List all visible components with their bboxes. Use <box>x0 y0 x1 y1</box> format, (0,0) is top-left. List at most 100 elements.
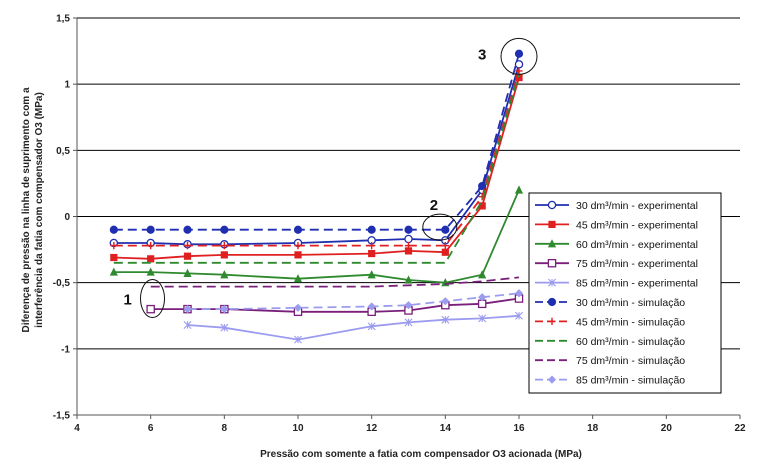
series-line <box>150 276 520 288</box>
data-point <box>441 315 450 324</box>
data-point <box>110 242 118 250</box>
data-point <box>478 270 487 279</box>
data-point <box>441 297 450 306</box>
data-point <box>146 267 155 276</box>
data-point <box>294 251 302 259</box>
y-tick-label: 0 <box>64 212 70 223</box>
series-7 <box>110 67 523 250</box>
data-point <box>220 270 229 279</box>
x-tick-label: 18 <box>587 423 599 434</box>
legend-item-5: 85 dm³/min - experimental <box>535 278 698 290</box>
data-point <box>109 225 118 234</box>
data-point <box>109 267 118 276</box>
data-point <box>367 322 376 331</box>
data-point <box>293 303 303 312</box>
data-point <box>110 253 118 262</box>
series-line <box>113 64 520 246</box>
legend-item-1: 30 dm³/min - experimental <box>535 200 698 212</box>
data-point <box>404 247 413 255</box>
data-point <box>515 311 523 320</box>
data-point <box>368 249 376 258</box>
legend-label: 75 dm³/min - simulação <box>576 355 685 367</box>
data-point <box>220 305 229 314</box>
data-point <box>183 321 192 330</box>
axes: -1,5-1-0,500,511,54 6 8 10 12 14 16 18 20 22 <box>53 14 746 435</box>
y-tick-label: -1,5 <box>53 411 71 422</box>
x-axis-label: Pressão com somente a fatia com compensa… <box>260 449 582 460</box>
data-point <box>404 242 413 250</box>
data-point <box>183 225 192 234</box>
data-point <box>220 225 229 234</box>
data-point <box>478 181 487 191</box>
series-5 <box>183 311 523 344</box>
data-point <box>183 242 192 250</box>
x-tick-label: 12 <box>366 423 378 434</box>
data-point <box>146 304 155 314</box>
legend-item-8: 60 dm³/min - simulação <box>535 336 685 348</box>
data-point <box>367 225 376 234</box>
legend-item-4: 75 dm³/min - experimental <box>535 258 698 270</box>
legend-label: 45 dm³/min - simulação <box>576 316 685 328</box>
data-point <box>147 255 155 263</box>
series-6 <box>109 49 524 234</box>
data-point <box>220 242 228 250</box>
legend-label: 75 dm³/min - experimental <box>576 258 698 270</box>
data-point <box>515 73 523 82</box>
legend-label: 60 dm³/min - simulação <box>576 336 685 348</box>
data-point <box>441 242 449 250</box>
data-point <box>548 278 556 287</box>
data-point <box>547 375 557 384</box>
series-3 <box>109 185 524 287</box>
data-point <box>478 314 487 323</box>
data-point <box>441 225 450 234</box>
data-point <box>146 225 155 234</box>
annotation-label-2: 2 <box>430 197 438 214</box>
data-point <box>367 302 376 311</box>
y-tick-label: -1 <box>61 344 70 355</box>
data-point <box>220 251 228 259</box>
annotations: 1 2 3 <box>124 37 538 319</box>
data-point <box>404 318 413 327</box>
legend-label: 60 dm³/min - experimental <box>576 239 698 251</box>
legend-item-2: 45 dm³/min - experimental <box>535 219 698 231</box>
series-line <box>187 314 520 341</box>
legend-label: 85 dm³/min - experimental <box>576 278 698 290</box>
y-tick-label: 1,5 <box>56 14 70 25</box>
x-tick-label: 6 <box>148 423 154 434</box>
data-point <box>147 242 155 250</box>
x-tick-label: 14 <box>440 423 452 434</box>
data-point <box>547 297 557 307</box>
legend-item-6: 30 dm³/min - simulação <box>535 297 685 309</box>
data-point <box>183 305 192 314</box>
x-tick-label: 22 <box>734 423 746 434</box>
legend-label: 30 dm³/min - experimental <box>576 200 698 212</box>
data-point <box>404 275 413 284</box>
y-axis-label-line-1: Diferença de pressão na linha de suprime… <box>21 87 32 333</box>
annotation-label-1: 1 <box>124 292 132 309</box>
series-layer <box>109 49 524 344</box>
legend-item-3: 60 dm³/min - experimental <box>535 239 698 251</box>
data-point <box>367 270 376 279</box>
data-point <box>548 220 556 228</box>
data-point <box>294 335 302 344</box>
data-point <box>515 67 523 75</box>
x-tick-label: 10 <box>292 423 304 434</box>
series-2 <box>110 73 523 263</box>
legend-item-10: 85 dm³/min - simulação <box>535 375 685 387</box>
data-point <box>514 60 524 69</box>
annotation-ellipse-1 <box>140 279 166 319</box>
legend: 30 dm³/min - experimental 45 dm³/min - ex… <box>528 192 722 394</box>
legend-label: 85 dm³/min - simulação <box>576 375 685 387</box>
data-point <box>478 202 486 210</box>
data-point <box>514 289 524 298</box>
series-line <box>113 73 520 264</box>
y-tick-label: 0,5 <box>56 146 70 157</box>
series-line <box>187 292 520 310</box>
annotation-label-3: 3 <box>478 46 486 63</box>
data-point <box>478 293 487 302</box>
data-point <box>294 242 302 250</box>
x-tick-label: 4 <box>74 423 80 434</box>
data-point <box>220 323 229 332</box>
annotation-ellipse-2 <box>422 213 458 241</box>
data-point <box>514 49 524 58</box>
